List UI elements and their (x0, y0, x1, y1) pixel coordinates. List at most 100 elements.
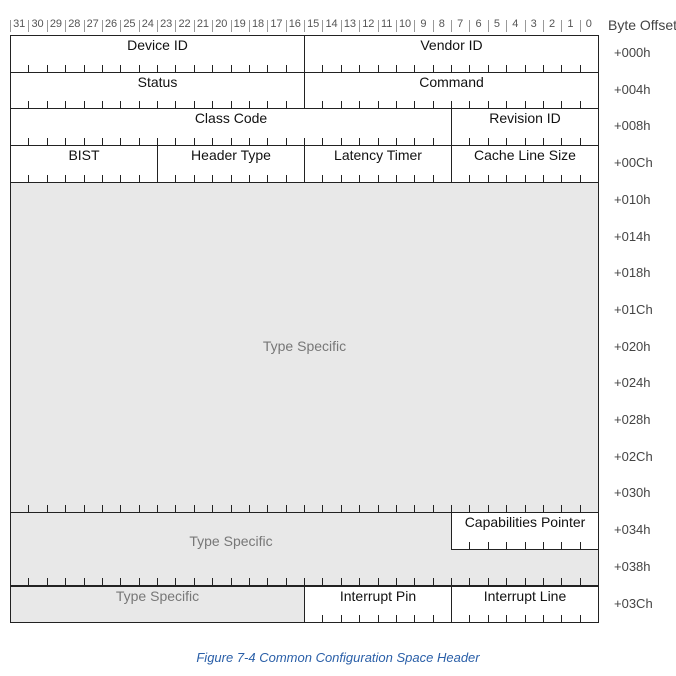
bit-number: 1 (567, 18, 574, 30)
bit-tick (542, 505, 544, 513)
byte-offset-label: +014h (614, 228, 651, 244)
byte-offset-label: +028h (614, 412, 651, 427)
bit-tick (487, 505, 489, 513)
bit-tick (579, 541, 581, 549)
bit-tick (579, 505, 581, 513)
bit-number: 11 (380, 18, 393, 30)
bit-separator (469, 20, 471, 32)
field-label: Latency Timer (334, 147, 422, 164)
bit-number: 25 (123, 18, 136, 30)
bit-tick (395, 64, 397, 72)
bit-tick (83, 505, 85, 513)
register-field: Header Type (157, 145, 305, 183)
bit-tick (267, 138, 269, 146)
bit-tick (414, 101, 416, 109)
bit-tick (469, 174, 471, 182)
bit-separator (83, 20, 85, 32)
bit-tick (432, 578, 434, 586)
register-field: BIST (10, 145, 158, 183)
bit-tick (46, 578, 48, 586)
bit-separator (120, 20, 122, 32)
bit-tick (138, 138, 140, 146)
bit-number: 7 (457, 18, 464, 30)
bit-tick (101, 578, 103, 586)
bit-tick (340, 578, 342, 586)
register-field: Device ID (10, 35, 305, 73)
bit-tick (359, 101, 361, 109)
bit-tick (285, 64, 287, 72)
type-specific-block: Type Specific (10, 181, 599, 514)
bit-separator (487, 20, 489, 32)
bit-separator (359, 20, 361, 32)
bit-tick (120, 64, 122, 72)
register-field: Interrupt Line (451, 585, 599, 624)
bit-number: 6 (475, 18, 482, 30)
bit-tick (304, 578, 305, 586)
figure-caption: Figure 7-4 Common Configuration Space He… (196, 650, 480, 665)
bit-tick (377, 174, 379, 182)
register-field: Vendor ID (304, 35, 599, 73)
bit-tick (65, 578, 67, 586)
bit-tick (506, 101, 508, 109)
bit-tick (542, 174, 544, 182)
bit-tick (322, 505, 324, 513)
register-field: Revision ID (451, 108, 599, 147)
bit-tick (469, 64, 471, 72)
bit-tick (285, 505, 287, 513)
bit-tick (46, 138, 48, 146)
byte-offset-label: +01Ch (614, 301, 653, 317)
bit-tick (451, 64, 452, 72)
bit-tick (542, 64, 544, 72)
byte-offset-label: +004h (614, 81, 651, 97)
bit-separator (322, 20, 324, 32)
bit-tick (561, 138, 563, 146)
byte-offset-header: Byte Offset (608, 17, 676, 33)
bit-tick (542, 541, 544, 549)
bit-tick (46, 174, 48, 182)
bit-tick (524, 64, 526, 72)
field-label: Class Code (194, 110, 268, 127)
bit-tick (487, 578, 489, 586)
bit-tick (340, 138, 342, 146)
type-specific-field-03c: Type Specific (10, 585, 305, 624)
bit-tick (28, 101, 30, 109)
bit-tick (230, 578, 232, 586)
bit-tick (524, 578, 526, 586)
byte-offset-label: +008h (614, 118, 651, 134)
bit-number: 19 (233, 18, 246, 30)
bit-number: 8 (438, 18, 445, 30)
bit-separator (506, 20, 508, 32)
bit-tick (579, 64, 581, 72)
bit-tick (579, 138, 581, 146)
field-label: Capabilities Pointer (464, 514, 586, 531)
bit-tick (561, 174, 563, 182)
bit-tick (83, 138, 85, 146)
bit-tick (101, 64, 103, 72)
bit-tick (175, 101, 177, 109)
bit-tick (487, 541, 489, 549)
bit-tick (432, 615, 434, 623)
field-label: Status (137, 73, 178, 90)
bit-tick (175, 64, 177, 72)
field-label: Vendor ID (420, 37, 483, 53)
bit-tick (506, 615, 508, 623)
bit-tick (561, 505, 563, 513)
bit-tick (193, 505, 195, 513)
bit-separator (175, 20, 177, 32)
bit-separator (542, 20, 544, 32)
bit-tick (304, 138, 305, 146)
bit-separator (432, 20, 434, 32)
bit-number: 2 (549, 18, 556, 30)
bit-tick (138, 64, 140, 72)
bit-tick (248, 174, 250, 182)
bit-separator (414, 20, 416, 32)
bit-tick (46, 505, 48, 513)
bit-tick (487, 174, 489, 182)
register-field: Class Code (10, 108, 452, 147)
bit-tick (359, 174, 361, 182)
bit-tick (157, 101, 158, 109)
bit-tick (579, 578, 581, 586)
field-label: BIST (68, 147, 100, 164)
bit-tick (193, 174, 195, 182)
bit-separator (65, 20, 67, 32)
